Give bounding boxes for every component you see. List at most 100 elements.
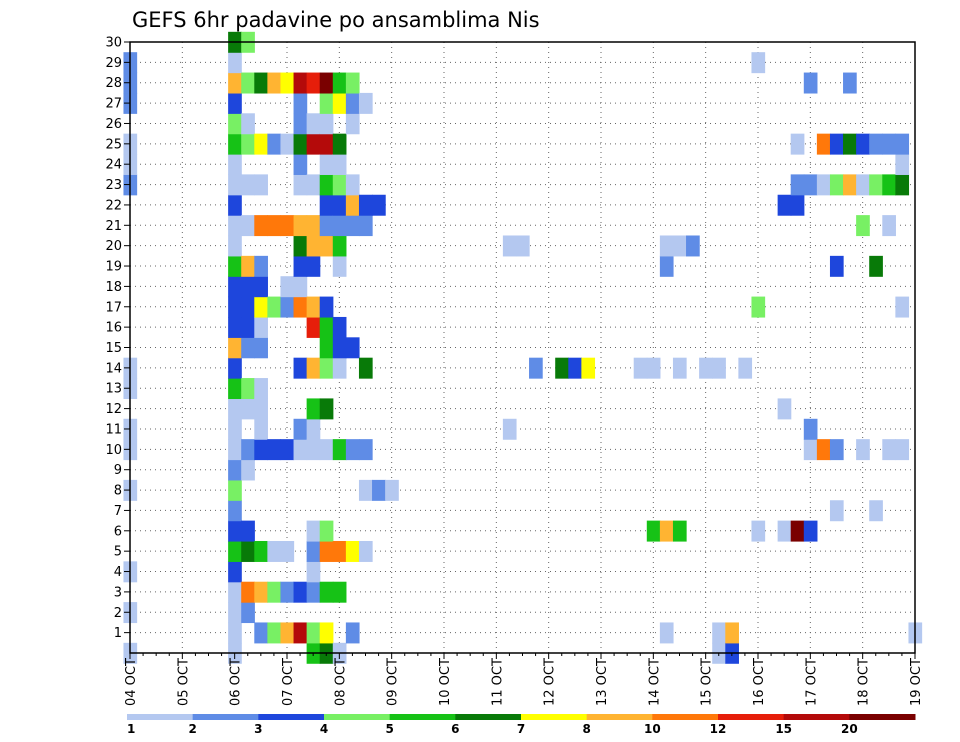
heatmap-cell	[358, 439, 373, 461]
x-tick-label: 16 OCT	[752, 658, 767, 706]
y-tick-label: 14	[105, 361, 122, 376]
y-tick-label: 5	[114, 545, 122, 560]
legend-swatch	[718, 714, 785, 720]
heatmap-cell	[345, 194, 360, 216]
heatmap-cell	[280, 133, 295, 155]
legend-swatch	[389, 714, 456, 720]
heatmap-cell	[254, 174, 268, 196]
legend-swatch	[127, 714, 194, 720]
heatmap-cell	[358, 194, 373, 216]
heatmap-cell	[790, 194, 805, 216]
heatmap-cell	[345, 113, 360, 135]
heatmap-cell	[254, 133, 268, 155]
y-tick-label: 20	[105, 239, 122, 254]
x-tick-label: 19 OCT	[909, 658, 924, 706]
heatmap-cell	[254, 540, 268, 562]
heatmap-cell	[345, 337, 360, 359]
heatmap-cell	[228, 235, 242, 257]
heatmap-cell	[686, 235, 700, 257]
heatmap-cell	[895, 154, 910, 175]
heatmap-cell	[319, 540, 334, 562]
heatmap-cell	[254, 276, 268, 298]
heatmap-cell	[267, 540, 282, 562]
chart-title: GEFS 6hr padavine po ansamblima Nis	[132, 8, 540, 32]
heatmap-cell	[829, 133, 844, 155]
heatmap-cell	[856, 133, 870, 155]
heatmap-cell	[332, 255, 347, 277]
heatmap-cell	[306, 561, 321, 583]
heatmap-cell	[882, 133, 896, 155]
heatmap-cell	[332, 174, 347, 196]
heatmap-cell	[332, 357, 347, 379]
heatmap-cell	[633, 357, 648, 379]
heatmap-cell	[293, 357, 308, 379]
heatmap-cell	[332, 154, 347, 175]
x-tick-label: 18 OCT	[857, 658, 872, 706]
heatmap-cell	[345, 439, 360, 461]
heatmap-cell	[228, 602, 242, 624]
heatmap-cell	[345, 540, 360, 562]
heatmap-cell	[319, 113, 334, 135]
heatmap-cell	[803, 174, 818, 196]
heatmap-cell	[267, 296, 282, 318]
heatmap-cell	[306, 215, 321, 237]
heatmap-cell	[777, 398, 792, 420]
heatmap-cell	[254, 418, 268, 440]
y-tick-label: 15	[105, 341, 122, 356]
heatmap-cell	[293, 622, 308, 644]
heatmap-cell	[241, 276, 255, 298]
heatmap-cell	[319, 174, 334, 196]
heatmap-cell	[895, 296, 910, 318]
heatmap-cell	[319, 296, 334, 318]
heatmap-cell	[267, 215, 282, 237]
heatmap-cell	[332, 540, 347, 562]
heatmap-cell	[803, 418, 818, 440]
heatmap-cell	[332, 133, 347, 155]
y-tick-label: 19	[105, 260, 122, 275]
legend-swatch	[521, 714, 588, 720]
heatmap-cell	[869, 500, 883, 522]
heatmap-cell	[869, 255, 883, 277]
heatmap-cell	[895, 133, 910, 155]
x-tick-label: 04 OCT	[124, 658, 139, 706]
heatmap-cell	[293, 418, 308, 440]
heatmap-cell	[319, 439, 334, 461]
heatmap-cell	[306, 296, 321, 318]
heatmap-cell	[803, 520, 818, 542]
heatmap-cell	[659, 255, 674, 277]
heatmap-cell	[581, 357, 596, 379]
heatmap-cell	[306, 255, 321, 277]
heatmap-cell	[751, 52, 766, 74]
heatmap-cell	[306, 133, 321, 155]
legend-label: 20	[841, 722, 858, 736]
heatmap-cell	[502, 418, 517, 440]
x-tick-label: 10 OCT	[438, 658, 453, 706]
heatmap-cell	[280, 540, 295, 562]
heatmap-cell	[856, 215, 870, 237]
heatmap-cell	[241, 316, 255, 338]
heatmap-cell	[228, 113, 242, 135]
heatmap-cell	[385, 479, 399, 501]
heatmap-cell	[345, 92, 360, 114]
heatmap-cell	[672, 357, 687, 379]
heatmap-cell	[332, 215, 347, 237]
heatmap-cell	[241, 540, 255, 562]
y-tick-label: 6	[114, 524, 122, 539]
heatmap-cell	[254, 215, 268, 237]
heatmap-cell	[267, 439, 282, 461]
heatmap-cell	[319, 154, 334, 175]
heatmap-cell	[293, 72, 308, 94]
heatmap-cell	[712, 357, 726, 379]
heatmap-cell	[254, 581, 268, 603]
heatmap-cell	[358, 357, 373, 379]
heatmap-cell	[803, 72, 818, 94]
heatmap-cell	[228, 581, 242, 603]
heatmap-cell	[241, 520, 255, 542]
heatmap-cell	[712, 622, 726, 644]
heatmap-cell	[306, 398, 321, 420]
heatmap-cell	[319, 357, 334, 379]
heatmap-cell	[306, 622, 321, 644]
y-axis: 1234567891011121314151617181920212223242…	[105, 36, 130, 641]
x-tick-label: 12 OCT	[543, 658, 558, 706]
